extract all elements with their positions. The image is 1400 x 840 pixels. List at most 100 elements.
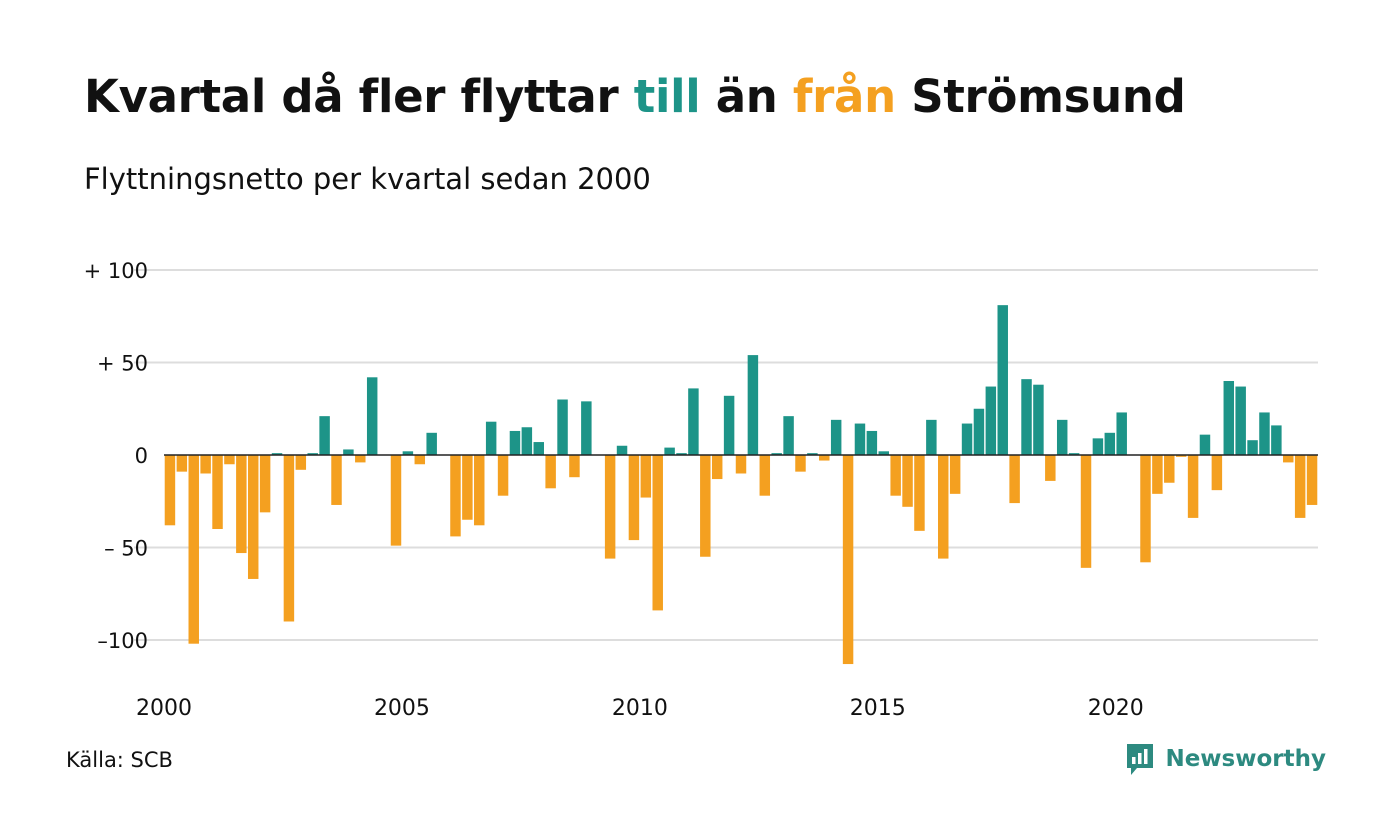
- bar-positive: [343, 449, 354, 455]
- bar-series: [164, 305, 1318, 665]
- bar-positive: [1235, 386, 1246, 455]
- bar-positive: [307, 453, 318, 455]
- bar-negative: [735, 455, 747, 474]
- title-part-1: Kvartal då fler flyttar: [84, 70, 634, 123]
- bar-negative: [640, 455, 652, 498]
- y-tick-label: + 100: [84, 259, 148, 283]
- title-part-2: än: [700, 70, 793, 123]
- bar-positive: [616, 445, 628, 455]
- bar-negative: [938, 455, 949, 559]
- bar-negative: [200, 455, 211, 474]
- bar-negative: [604, 455, 616, 559]
- bar-negative: [462, 455, 473, 520]
- bar-negative: [569, 455, 580, 478]
- bar-positive: [509, 430, 521, 455]
- bar-positive: [557, 399, 568, 455]
- bar-positive: [961, 423, 973, 455]
- bar-positive: [402, 451, 414, 455]
- title-negative-word: från: [792, 70, 896, 123]
- bar-negative: [1211, 455, 1223, 491]
- y-tick-label: 0: [135, 444, 148, 468]
- bar-positive: [664, 447, 675, 455]
- bar-negative: [331, 455, 342, 505]
- bar-positive: [1021, 379, 1032, 455]
- bar-negative: [1140, 455, 1151, 563]
- bar-positive: [1116, 412, 1127, 455]
- bar-positive: [771, 453, 782, 455]
- x-tick-label: 2000: [136, 696, 192, 721]
- bar-negative: [1306, 455, 1318, 505]
- y-tick-label: – 50: [104, 537, 148, 561]
- y-tick-label: –100: [97, 629, 148, 653]
- bar-positive: [485, 421, 497, 455]
- title-positive-word: till: [633, 70, 701, 123]
- bar-negative: [652, 455, 663, 611]
- bar-negative: [497, 455, 509, 496]
- x-tick-label: 2010: [612, 696, 668, 721]
- chart-title: Kvartal då fler flyttar till än från Str…: [84, 70, 1186, 123]
- bar-positive: [747, 355, 759, 455]
- bar-negative: [474, 455, 485, 526]
- bar-positive: [1092, 438, 1104, 455]
- bar-negative: [1045, 455, 1056, 481]
- bar-negative: [914, 455, 925, 531]
- x-tick-label: 2020: [1088, 696, 1144, 721]
- x-tick-label: 2005: [374, 696, 430, 721]
- y-tick-label: + 50: [97, 352, 148, 376]
- bar-negative: [450, 455, 461, 537]
- bar-positive: [1223, 381, 1235, 455]
- bar-negative: [176, 455, 188, 472]
- bar-negative: [700, 455, 711, 557]
- bar-negative: [628, 455, 640, 541]
- bar-positive: [1104, 432, 1116, 455]
- grid-lines: [134, 269, 1318, 641]
- bar-negative: [188, 455, 199, 644]
- bar-negative: [819, 455, 830, 461]
- bar-negative: [259, 455, 271, 513]
- newsworthy-logo-icon: [1127, 744, 1154, 775]
- bar-negative: [1294, 455, 1306, 518]
- bar-negative: [1283, 455, 1294, 463]
- bar-negative: [711, 455, 723, 480]
- bar-negative: [1164, 455, 1175, 483]
- bar-negative: [355, 455, 366, 463]
- bar-negative: [759, 455, 771, 496]
- bar-positive: [807, 453, 818, 455]
- bar-negative: [414, 455, 426, 465]
- bar-negative: [1187, 455, 1199, 518]
- bar-positive: [319, 416, 330, 455]
- bar-positive: [830, 419, 842, 455]
- bar-positive: [866, 430, 878, 455]
- bar-positive: [1259, 412, 1270, 455]
- bar-negative: [1175, 455, 1187, 457]
- bar-negative: [842, 455, 854, 665]
- bar-negative: [390, 455, 402, 546]
- bar-negative: [1080, 455, 1092, 568]
- brand-name: Newsworthy: [1165, 746, 1326, 772]
- bar-negative: [545, 455, 556, 489]
- bar-positive: [1247, 440, 1258, 455]
- bar-positive: [1199, 434, 1211, 455]
- bar-negative: [247, 455, 259, 579]
- bar-negative: [795, 455, 806, 472]
- bar-positive: [783, 416, 794, 455]
- bar-positive: [854, 423, 866, 455]
- bar-positive: [1271, 425, 1282, 455]
- bar-positive: [878, 451, 889, 455]
- title-part-3: Strömsund: [895, 70, 1186, 123]
- bar-chart: + 100 + 50 0 – 50 –100 2000 2005 2010 2015 2020: [84, 259, 1318, 721]
- bar-positive: [676, 453, 687, 455]
- bar-positive: [997, 305, 1008, 455]
- bar-positive: [271, 453, 283, 455]
- bar-positive: [581, 401, 592, 455]
- source-note: Källa: SCB: [66, 748, 173, 772]
- bar-positive: [426, 432, 437, 455]
- y-axis-labels: + 100 + 50 0 – 50 –100: [84, 259, 148, 653]
- bar-positive: [521, 427, 533, 455]
- bar-negative: [295, 455, 307, 470]
- bar-negative: [1009, 455, 1020, 504]
- bar-positive: [1068, 453, 1080, 455]
- bar-negative: [164, 455, 176, 526]
- bar-negative: [1152, 455, 1163, 494]
- bar-positive: [985, 386, 997, 455]
